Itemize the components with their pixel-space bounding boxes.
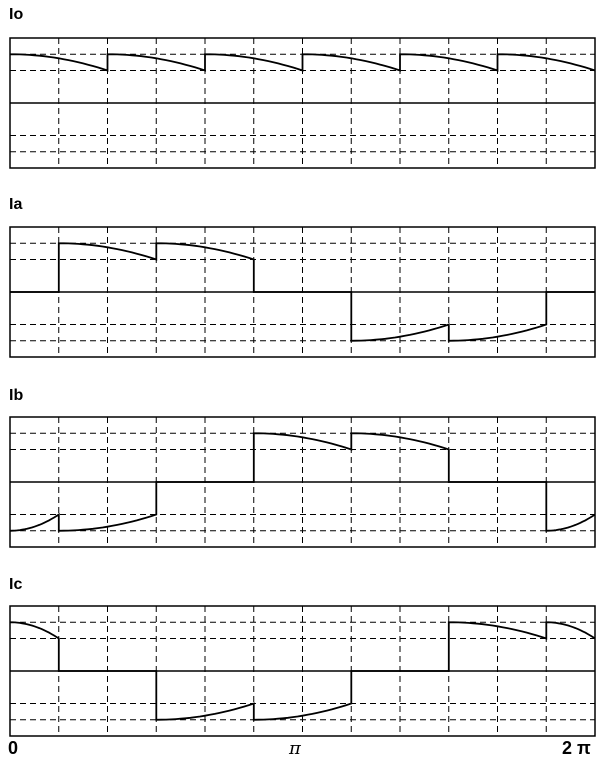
x-tick-0: 0 xyxy=(8,738,19,758)
x-tick-2pi: 2 π xyxy=(562,738,591,758)
trace-ic xyxy=(10,621,596,721)
trace-io xyxy=(10,53,596,72)
panel-title-ib: Ib xyxy=(9,387,24,404)
panel-title-io: Io xyxy=(9,6,24,23)
x-tick-pi: π xyxy=(289,738,301,759)
trace-ib xyxy=(9,432,596,532)
panel-title-ia: Ia xyxy=(9,196,23,213)
panel-title-ic: Ic xyxy=(9,576,23,593)
trace-ia xyxy=(10,242,595,342)
